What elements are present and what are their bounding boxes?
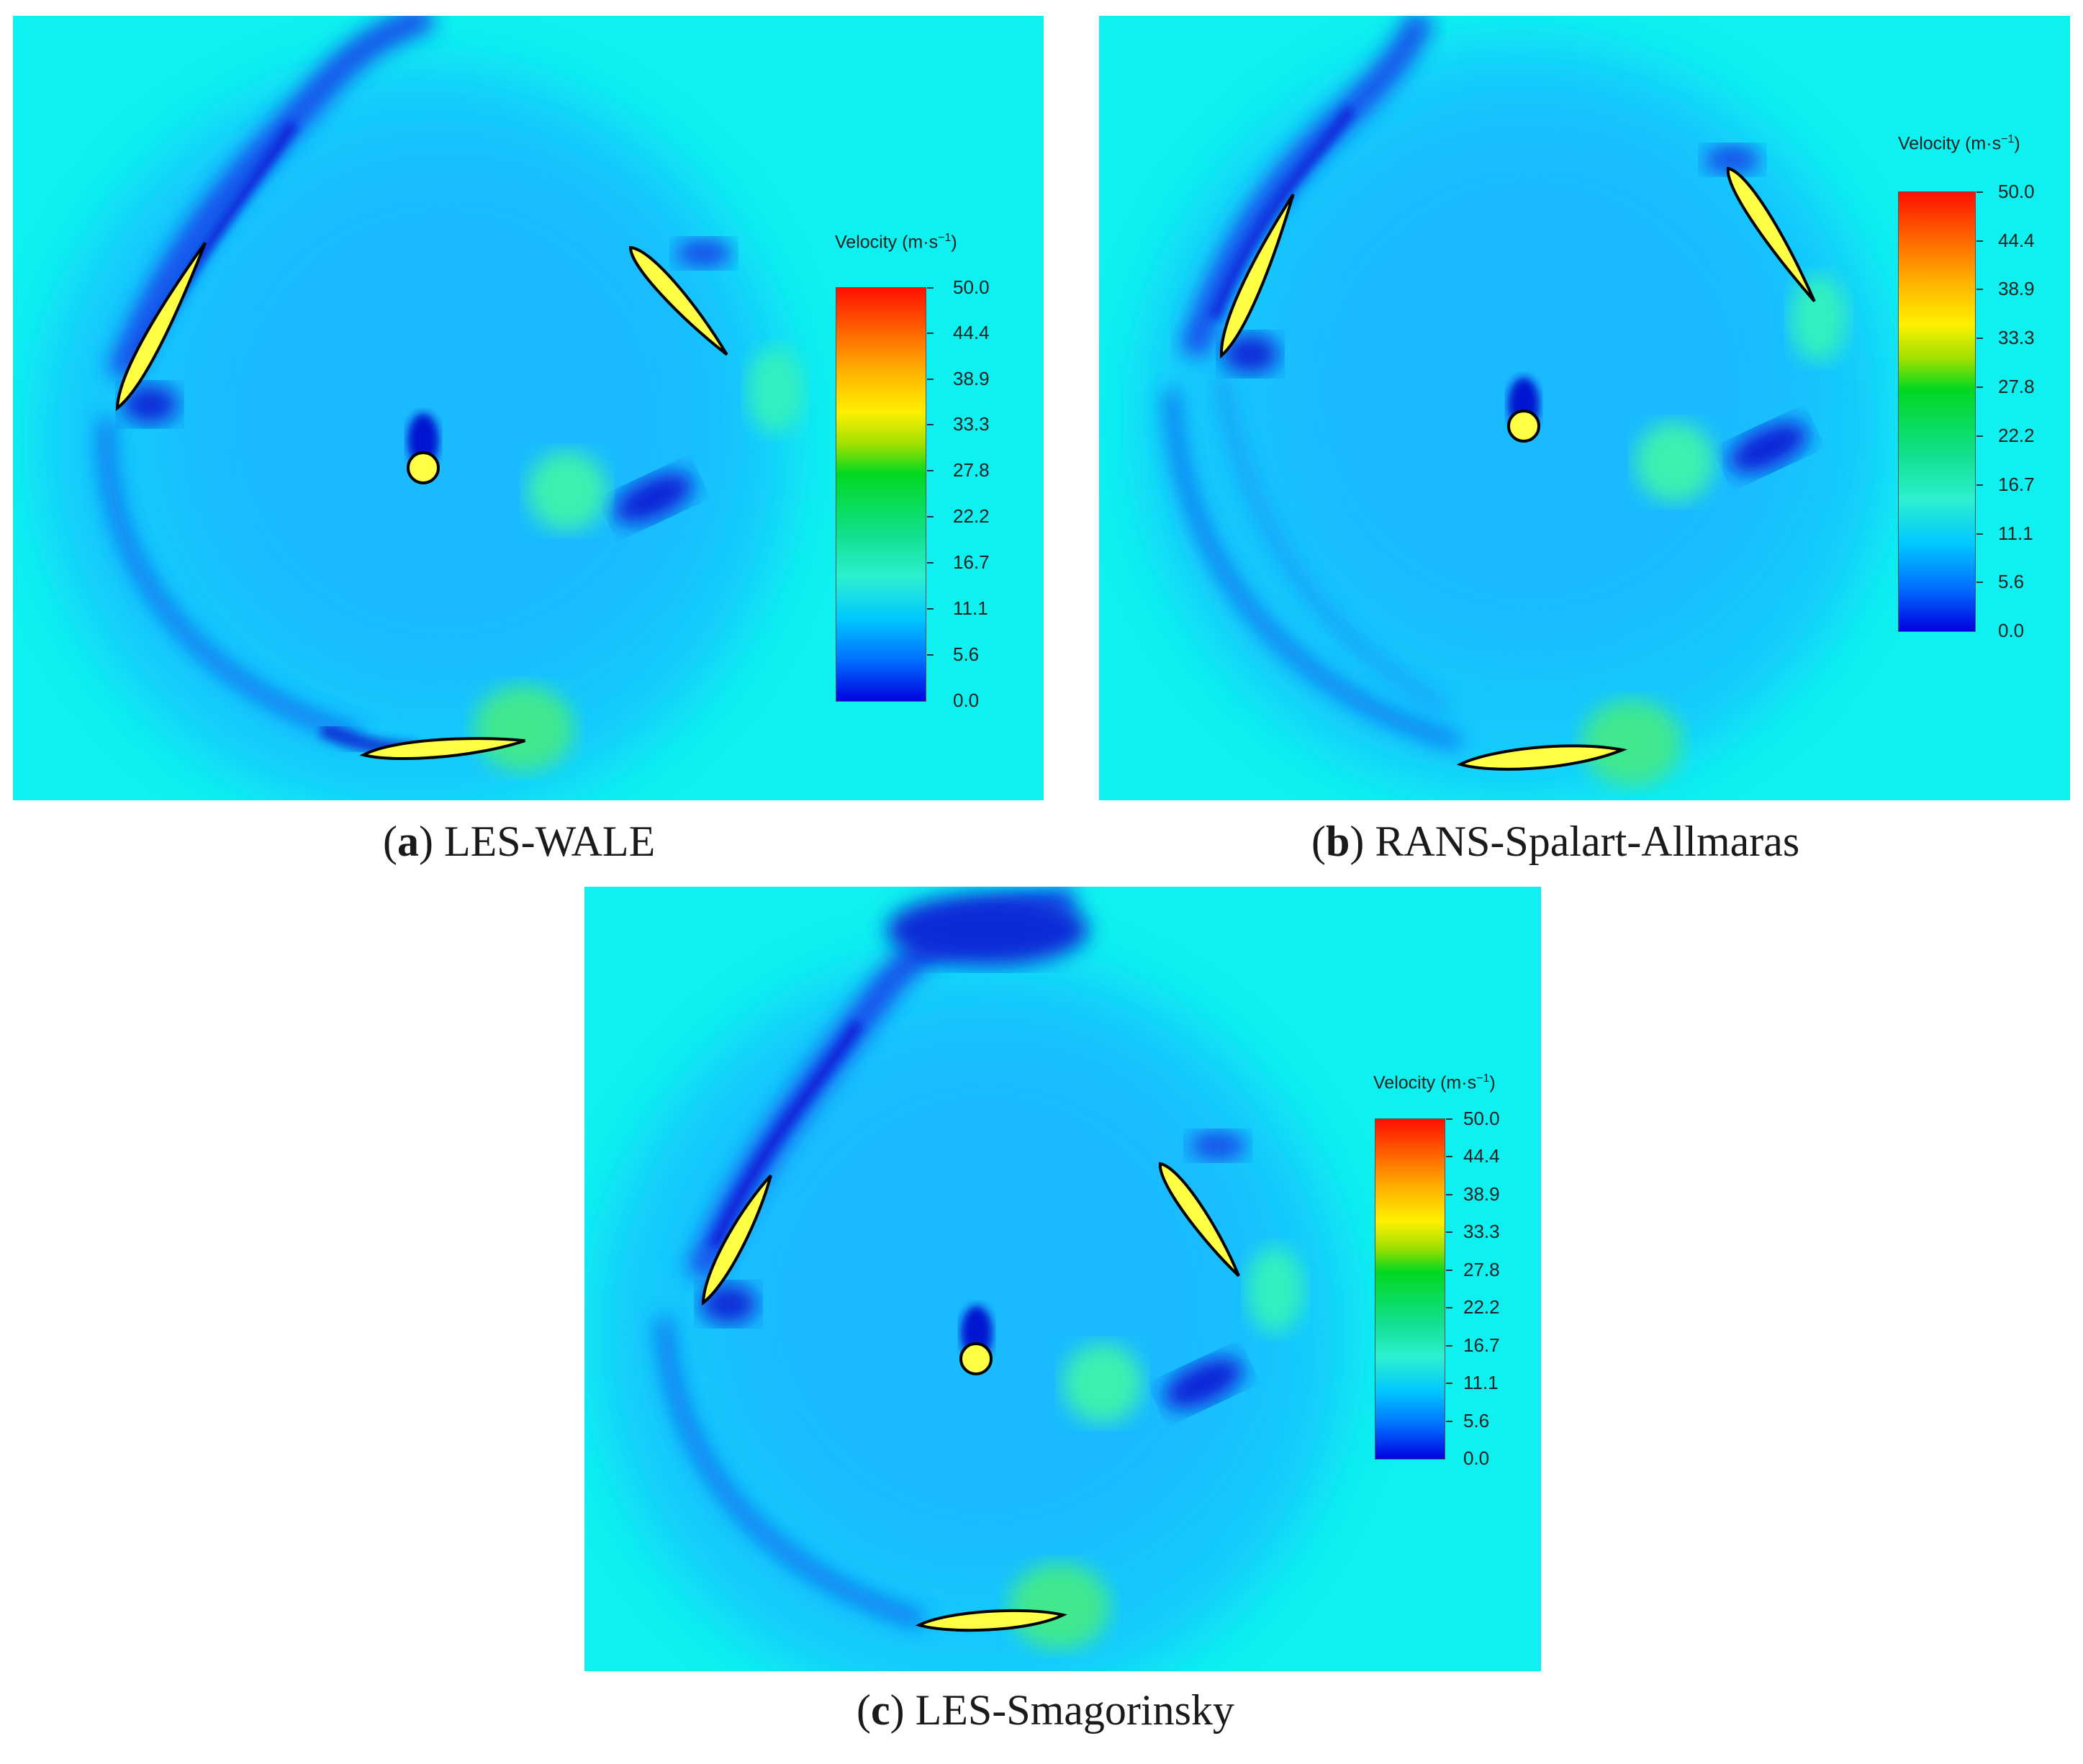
- contour-panel-c: Velocity (m·s−1) 50.0 44.4 38.9 33.3 27.…: [584, 887, 1541, 1671]
- colorbar-c: [1375, 1118, 1445, 1460]
- caption-c: (c) LES-Smagorinsky: [857, 1686, 1234, 1734]
- colorbar-title-c: Velocity (m·s−1): [1373, 1072, 1496, 1093]
- central-shaft-a: [407, 451, 440, 484]
- colorbar-ticks-c: 50.0 44.4 38.9 33.3 27.8 22.2 16.7 11.1 …: [1442, 1108, 1536, 1469]
- tick-label: 11.1: [1463, 1372, 1499, 1393]
- colorbar-a: [836, 287, 926, 702]
- blade-bottom-c: [915, 1609, 1067, 1632]
- tick-label: 16.7: [1998, 474, 2035, 495]
- velocity-contour-b: [1099, 16, 2070, 800]
- tick-label: 38.9: [1998, 278, 2035, 299]
- tick-label: 33.3: [953, 413, 990, 435]
- tick-label: 50.0: [1998, 181, 2035, 202]
- central-shaft-b: [1507, 410, 1540, 443]
- contour-panel-b: Velocity (m·s−1) 50.0 44.4 38.9 33.3 27.…: [1099, 16, 2070, 800]
- tick-label: 0.0: [1998, 620, 2025, 641]
- tick-label: 16.7: [953, 551, 990, 573]
- tick-label: 44.4: [1998, 230, 2035, 251]
- tick-label: 27.8: [953, 459, 990, 481]
- blade-upper-right-b: [1726, 166, 1816, 302]
- tick-label: 5.6: [953, 643, 980, 665]
- tick-label: 11.1: [1998, 523, 2033, 544]
- blade-upper-left-c: [701, 1175, 772, 1306]
- tick-label: 44.4: [1463, 1145, 1500, 1167]
- blade-upper-left-b: [1219, 194, 1295, 359]
- blade-upper-left-a: [115, 242, 207, 412]
- tick-label: 0.0: [1463, 1447, 1490, 1469]
- tick-label: 5.6: [1998, 571, 2025, 592]
- tick-label: 50.0: [953, 276, 990, 298]
- tick-label: 22.2: [1463, 1296, 1500, 1318]
- tick-label: 22.2: [953, 505, 990, 527]
- contour-panel-a: Velocity (m·s−1) 50.0 44.4 38.9 33.3 27.…: [13, 16, 1044, 800]
- tick-label: 0.0: [953, 689, 980, 711]
- tick-label: 11.1: [953, 597, 988, 619]
- colorbar-title-b: Velocity (m·s−1): [1898, 133, 2020, 154]
- caption-a: (a) LES-WALE: [383, 818, 656, 865]
- blade-upper-right-c: [1158, 1162, 1240, 1277]
- colorbar-title-a: Velocity (m·s−1): [835, 232, 957, 253]
- blade-bottom-a: [359, 737, 526, 761]
- tick-label: 27.8: [1998, 376, 2035, 397]
- tick-label: 44.4: [953, 322, 990, 343]
- blade-bottom-b: [1456, 744, 1628, 771]
- tick-label: 22.2: [1998, 425, 2035, 446]
- tick-label: 33.3: [1463, 1221, 1500, 1242]
- colorbar-ticks-a: 50.0 44.4 38.9 33.3 27.8 22.2 16.7 11.1 …: [923, 276, 1039, 711]
- colorbar-ticks-b: 50.0 44.4 38.9 33.3 27.8 22.2 16.7 11.1 …: [1973, 181, 2066, 641]
- tick-label: 38.9: [953, 368, 990, 389]
- central-shaft-c: [959, 1342, 993, 1375]
- tick-label: 38.9: [1463, 1183, 1500, 1205]
- tick-label: 27.8: [1463, 1259, 1500, 1280]
- tick-label: 16.7: [1463, 1334, 1500, 1356]
- tick-label: 5.6: [1463, 1410, 1490, 1431]
- caption-b: (b) RANS-Spalart-Allmaras: [1311, 818, 1800, 865]
- tick-label: 50.0: [1463, 1108, 1500, 1129]
- blade-upper-right-a: [628, 245, 728, 356]
- tick-label: 33.3: [1998, 327, 2035, 348]
- colorbar-b: [1898, 191, 1976, 632]
